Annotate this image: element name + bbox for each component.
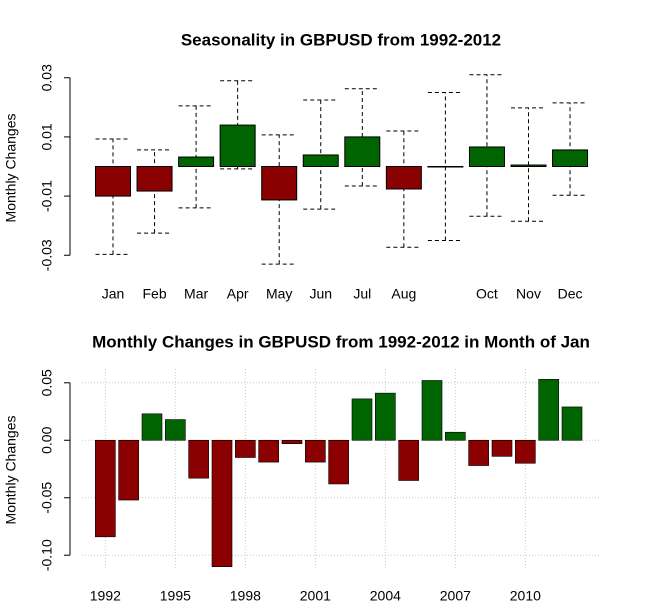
x-tick-label: 2004 xyxy=(370,588,401,604)
y-tick-label: 0.00 xyxy=(39,426,55,453)
bar xyxy=(344,136,381,168)
bar xyxy=(561,406,583,441)
bar xyxy=(468,146,505,168)
bar xyxy=(538,379,559,441)
bar xyxy=(188,439,209,479)
bar xyxy=(95,166,131,197)
bar xyxy=(552,149,589,167)
bar xyxy=(219,124,256,168)
bar xyxy=(165,419,186,441)
bar xyxy=(136,166,173,192)
bar xyxy=(95,439,116,538)
x-tick-label: Mar xyxy=(184,286,208,302)
x-tick-label: Jun xyxy=(309,286,332,302)
x-tick-label: Oct xyxy=(476,286,498,302)
x-tick-label: Apr xyxy=(227,286,249,302)
bar xyxy=(178,156,215,168)
x-tick-label: 1995 xyxy=(160,588,191,604)
y-tick-label: -0.01 xyxy=(39,180,55,212)
y-tick-label: -0.10 xyxy=(39,539,55,571)
x-tick-label: 2010 xyxy=(510,588,541,604)
bar xyxy=(305,439,326,463)
bar xyxy=(261,166,298,201)
bar xyxy=(351,398,373,441)
bar xyxy=(385,166,422,190)
x-tick-label: Aug xyxy=(391,286,416,302)
bar xyxy=(328,439,349,485)
x-tick-label: 1992 xyxy=(90,588,121,604)
y-tick-label: -0.03 xyxy=(39,239,55,271)
bar xyxy=(141,413,163,441)
bar xyxy=(427,166,464,168)
x-tick-label: Feb xyxy=(142,286,166,302)
bar xyxy=(302,154,339,167)
y-tick-label: -0.05 xyxy=(39,482,55,514)
bar xyxy=(281,439,303,445)
x-tick-label: Dec xyxy=(558,286,583,302)
y-tick-label: 0.03 xyxy=(39,64,55,91)
x-tick-label: Nov xyxy=(516,286,541,302)
bar xyxy=(398,439,419,481)
x-tick-label: 1998 xyxy=(230,588,261,604)
bar xyxy=(421,380,443,441)
y-tick-label: 0.01 xyxy=(39,123,55,150)
y-tick-label: 0.05 xyxy=(39,369,55,396)
bar xyxy=(468,439,489,466)
bar xyxy=(375,392,396,441)
x-tick-label: 2001 xyxy=(300,588,331,604)
bar xyxy=(118,439,139,501)
y-axis-label: Monthly Changes xyxy=(3,416,19,525)
chart-title: Seasonality in GBPUSD from 1992-2012 xyxy=(181,30,501,49)
bar xyxy=(491,439,513,457)
bar xyxy=(258,439,279,463)
x-tick-label: May xyxy=(266,286,292,302)
x-tick-label: Jan xyxy=(102,286,125,302)
x-tick-label: Jul xyxy=(353,286,371,302)
bar xyxy=(510,164,547,167)
bar xyxy=(235,439,256,458)
bar xyxy=(445,431,466,441)
chart-title: Monthly Changes in GBPUSD from 1992-2012… xyxy=(92,332,590,351)
bar xyxy=(211,439,233,568)
y-axis-label: Monthly Changes xyxy=(3,114,19,223)
bar xyxy=(515,439,536,464)
x-tick-label: 2007 xyxy=(440,588,471,604)
